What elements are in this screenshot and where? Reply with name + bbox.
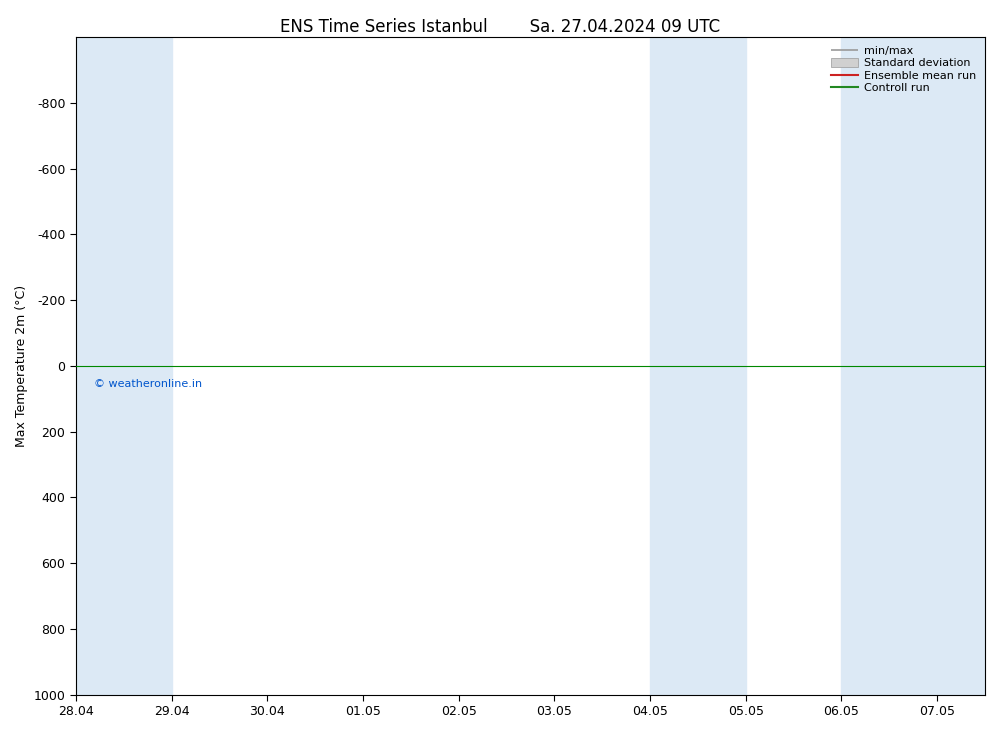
Bar	[76, 37, 172, 695]
Text: ENS Time Series Istanbul        Sa. 27.04.2024 09 UTC: ENS Time Series Istanbul Sa. 27.04.2024 …	[280, 18, 720, 37]
Bar	[841, 37, 985, 695]
Y-axis label: Max Temperature 2m (°C): Max Temperature 2m (°C)	[15, 284, 28, 447]
Bar	[650, 37, 746, 695]
Legend: min/max, Standard deviation, Ensemble mean run, Controll run: min/max, Standard deviation, Ensemble me…	[827, 43, 979, 96]
Text: © weatheronline.in: © weatheronline.in	[94, 379, 202, 389]
